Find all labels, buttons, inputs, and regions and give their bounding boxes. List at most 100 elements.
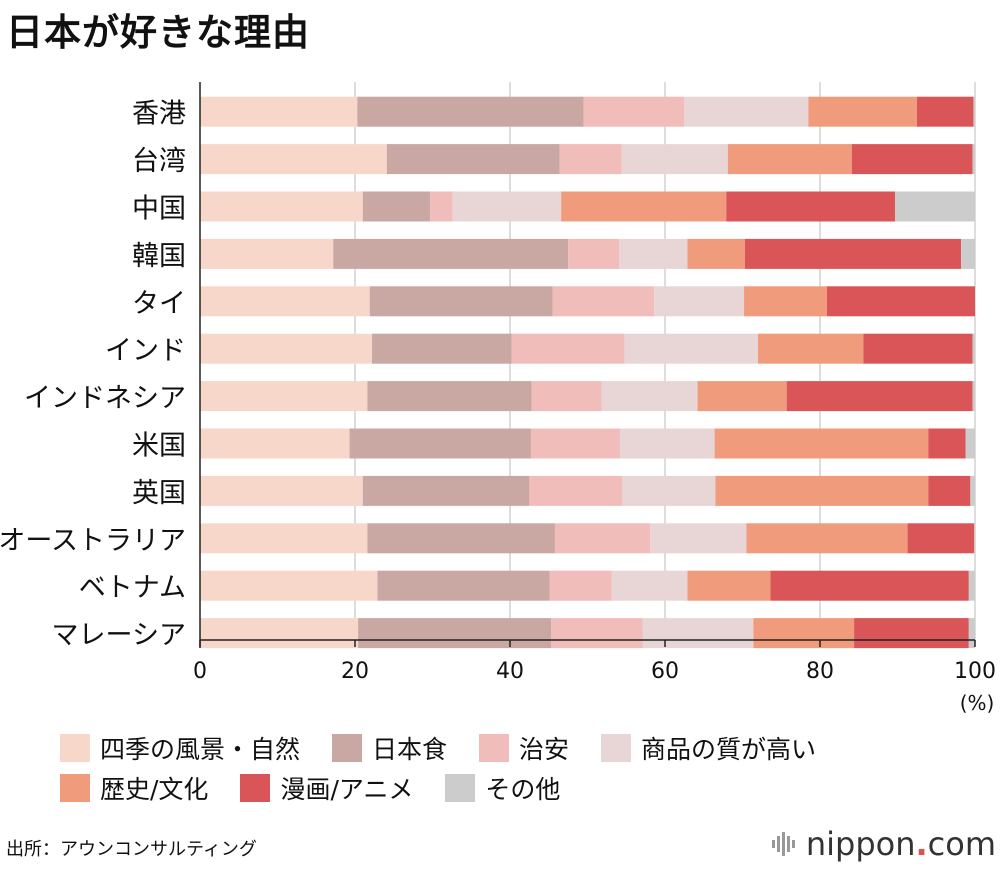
bar-segment: [687, 238, 745, 269]
legend-swatch: [601, 734, 632, 762]
legend-swatch: [445, 774, 476, 802]
bar-segment: [357, 96, 584, 127]
bar-segment: [559, 144, 622, 175]
bar-segment: [531, 381, 602, 412]
bar-segment: [753, 618, 855, 649]
bar-segment: [851, 144, 973, 175]
legend-item: 治安: [479, 730, 569, 766]
legend-item: その他: [445, 770, 560, 806]
bar-segment: [907, 523, 975, 554]
bar-segment: [200, 238, 334, 269]
bar-segment: [770, 570, 969, 601]
bar-segment: [611, 570, 688, 601]
bar-segment: [530, 428, 621, 459]
bar-segment: [715, 475, 929, 506]
bar-segment: [200, 618, 359, 649]
bar-segment: [916, 96, 974, 127]
bar-segment: [200, 333, 373, 364]
bar-segment: [714, 428, 929, 459]
legend-item: 四季の風景・自然: [60, 730, 300, 766]
x-axis: 0 20 40 60 80 100 (%): [193, 82, 996, 715]
x-tick-label: 0: [193, 659, 207, 684]
bar-segment: [968, 618, 975, 649]
x-tick-label: 60: [651, 659, 679, 684]
bar-segment: [200, 428, 350, 459]
bar-segment: [972, 144, 975, 175]
bar-segment: [621, 144, 728, 175]
x-tick-label: 80: [806, 659, 834, 684]
bar-segment: [561, 191, 727, 222]
legend-label: 歴史/文化: [100, 775, 209, 804]
stacked-bar-chart: 香港台湾中国韓国タイインドインドネシア米国英国オーストラリアベトナムマレーシア …: [0, 82, 996, 715]
category-label: 中国: [132, 194, 186, 225]
bar-segment: [549, 570, 612, 601]
bar-segment: [554, 523, 651, 554]
bar-segment: [620, 428, 715, 459]
bar-segment: [928, 475, 971, 506]
bar-segment: [372, 333, 512, 364]
legend-swatch: [479, 734, 510, 762]
bar-segment: [746, 523, 908, 554]
category-label: 米国: [132, 431, 186, 462]
legend-label: 日本食: [372, 735, 448, 764]
bar-segment: [895, 191, 975, 222]
bar-segment: [965, 428, 975, 459]
x-tick-label: 100: [954, 659, 996, 684]
legend-row: 歴史/文化 漫画/アニメ その他: [60, 768, 960, 808]
bar-segment: [386, 144, 560, 175]
bar-segment: [358, 618, 552, 649]
category-label: オーストラリア: [0, 525, 186, 556]
bar-segment: [200, 286, 370, 317]
chart-title: 日本が好きな理由: [6, 11, 310, 54]
category-label: タイ: [132, 288, 186, 319]
logo-com: com: [927, 825, 996, 863]
x-tick-label: 40: [496, 659, 524, 684]
legend-label: 治安: [519, 735, 570, 764]
legend-item: 日本食: [332, 730, 447, 766]
bars: [200, 96, 975, 649]
bar-segment: [369, 286, 553, 317]
bar-segment: [200, 570, 378, 601]
bar-segment: [970, 475, 975, 506]
category-label: インドネシア: [24, 383, 186, 414]
bar-segment: [744, 286, 827, 317]
bar-segment: [727, 144, 852, 175]
legend-item: 歴史/文化: [60, 770, 208, 806]
category-label: 香港: [132, 99, 186, 130]
bar-segment: [200, 96, 358, 127]
bar-segment: [974, 523, 975, 554]
bar-segment: [854, 618, 969, 649]
bar-segment: [377, 570, 550, 601]
bar-segment: [367, 523, 555, 554]
bar-segment: [583, 96, 685, 127]
bar-segment: [650, 523, 747, 554]
legend: 四季の風景・自然 日本食 治安 商品の質が高い 歴史/文化 漫画/アニメ その他: [60, 728, 960, 808]
legend-swatch: [60, 774, 90, 802]
bar-segment: [529, 475, 623, 506]
bar-segment: [744, 238, 962, 269]
bar-segment: [452, 191, 562, 222]
bar-segment: [333, 238, 569, 269]
legend-swatch: [240, 774, 271, 802]
legend-swatch: [60, 734, 90, 762]
category-label: インド: [105, 336, 186, 367]
bar-segment: [349, 428, 531, 459]
logo-bars-icon: [771, 832, 795, 856]
bar-segment: [758, 333, 864, 364]
legend-label: 漫画/アニメ: [280, 775, 414, 804]
bar-segment: [568, 238, 620, 269]
bar-segment: [973, 96, 975, 127]
bar-segment: [200, 523, 368, 554]
bar-segment: [786, 381, 973, 412]
bar-segment: [684, 96, 809, 127]
category-label: マレーシア: [52, 620, 186, 651]
category-label: 英国: [132, 478, 186, 509]
legend-row: 四季の風景・自然 日本食 治安 商品の質が高い: [60, 728, 960, 768]
category-label: ベトナム: [79, 573, 186, 604]
legend-label: 四季の風景・自然: [100, 735, 301, 764]
x-tick-label: 20: [341, 659, 369, 684]
category-label: 韓国: [132, 241, 186, 272]
legend-label: 商品の質が高い: [641, 735, 817, 764]
bar-segment: [362, 191, 431, 222]
